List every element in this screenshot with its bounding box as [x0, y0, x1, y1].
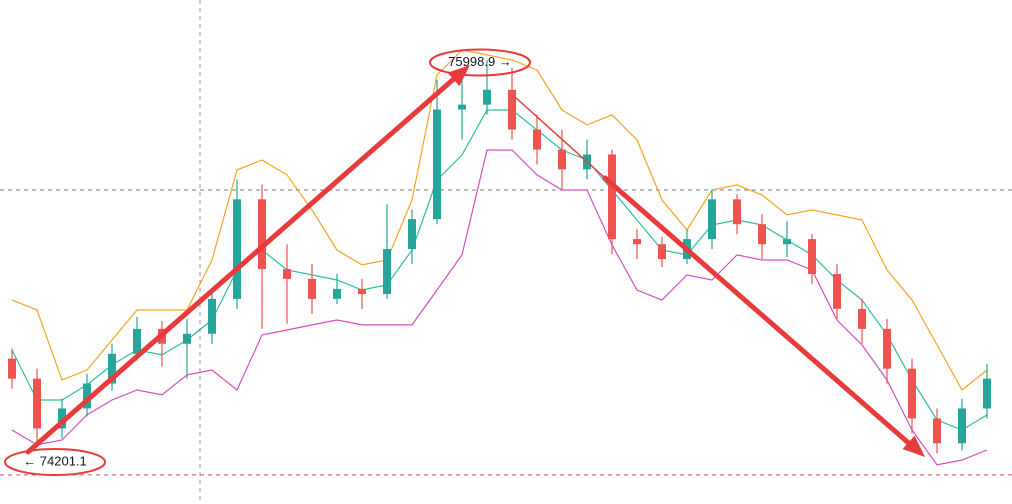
candle-body — [533, 129, 541, 150]
candle-body — [458, 104, 466, 110]
candle-body — [408, 219, 416, 250]
candle-body — [258, 199, 266, 270]
candle-body — [708, 199, 716, 240]
candle-body — [558, 149, 566, 170]
candle-body — [358, 288, 366, 294]
arrowhead — [447, 65, 470, 87]
candle-body — [308, 278, 316, 299]
candle-body — [833, 274, 841, 309]
candle-body — [658, 244, 666, 260]
highlight-ellipse — [429, 48, 531, 77]
bollinger-band — [11, 109, 988, 431]
candle-body — [483, 89, 491, 105]
candle-body — [108, 353, 116, 384]
price-annotation: 75998.9 → — [448, 54, 512, 69]
candle-body — [858, 308, 866, 329]
candle-body — [733, 199, 741, 225]
candle-body — [233, 199, 241, 299]
candle-body — [633, 239, 641, 245]
candle-layer — [8, 59, 991, 454]
candle-body — [758, 224, 766, 245]
candle-body — [808, 239, 816, 274]
trend-arrow-up — [25, 74, 459, 455]
candle-body — [608, 154, 616, 240]
trend-line — [514, 96, 606, 179]
candle-body — [283, 269, 291, 279]
candle-body — [133, 328, 141, 354]
label-layer: ← 74201.1 75998.9 → — [4, 48, 531, 476]
band-layer — [11, 49, 988, 466]
candle-body — [333, 288, 341, 299]
candle-body — [33, 378, 41, 429]
candle-body — [8, 358, 16, 379]
candle-body — [883, 328, 891, 369]
arrowhead — [902, 435, 925, 457]
candle-body — [208, 298, 216, 334]
drawing-layer — [25, 65, 925, 457]
highlight-ellipse — [4, 447, 106, 476]
candle-body — [908, 368, 916, 419]
candle-body — [983, 378, 991, 409]
candle-body — [433, 109, 441, 220]
bollinger-band — [11, 149, 988, 466]
candle-body — [933, 418, 941, 444]
price-annotation: ← 74201.1 — [23, 453, 87, 468]
candle-body — [383, 249, 391, 294]
bollinger-band — [11, 49, 988, 391]
candle-body — [83, 383, 91, 409]
trend-arrow-down — [602, 175, 915, 449]
candle-body — [958, 408, 966, 444]
candle-body — [508, 89, 516, 130]
candle-body — [183, 333, 191, 344]
candle-body — [783, 239, 791, 245]
candle-body — [58, 408, 66, 429]
